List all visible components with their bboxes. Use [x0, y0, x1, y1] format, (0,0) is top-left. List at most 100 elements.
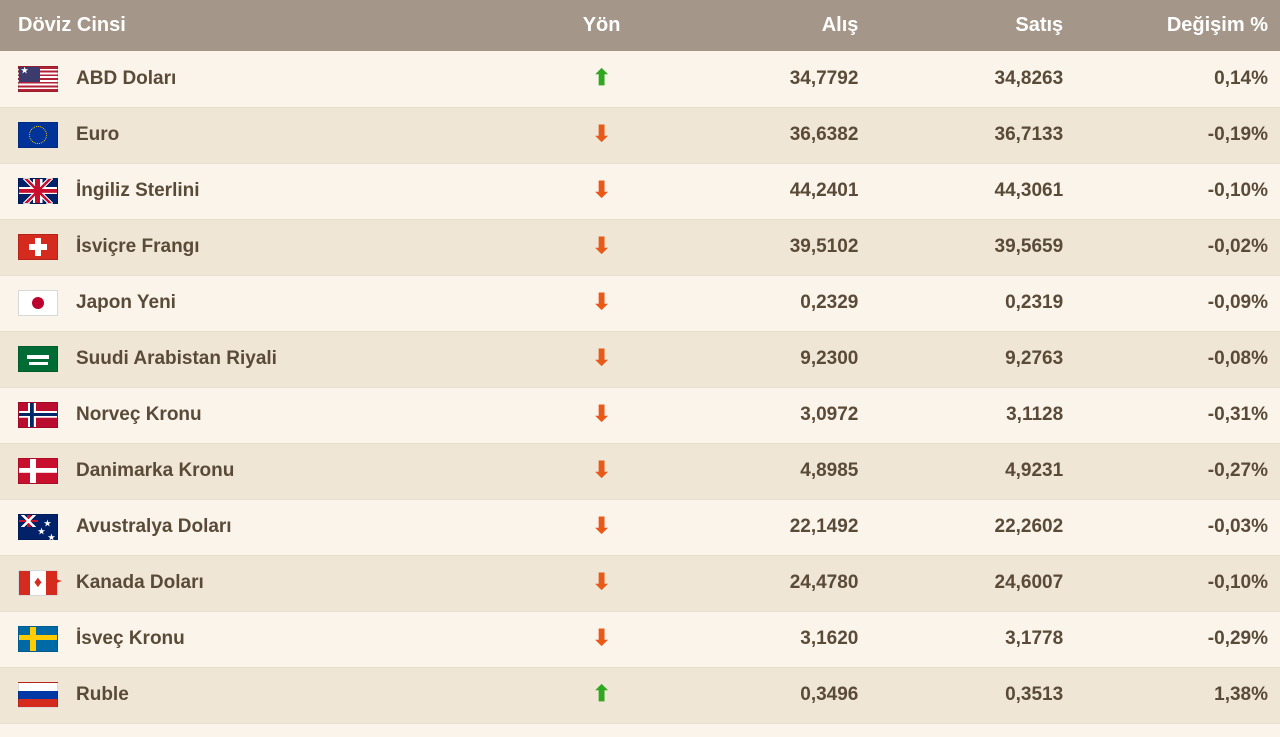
col-header-name[interactable]: Döviz Cinsi [0, 0, 538, 51]
currency-name-label: Avustralya Doları [76, 516, 232, 538]
buy-cell: 34,7792 [666, 51, 871, 107]
direction-cell: ⬇ [538, 107, 666, 163]
buy-cell: 9,2300 [666, 331, 871, 387]
change-cell: -0,29% [1075, 611, 1280, 667]
change-cell: 0,14% [1075, 51, 1280, 107]
direction-cell: ⬇ [538, 387, 666, 443]
table-row[interactable]: Ruble ⬆0,34960,35131,38% [0, 667, 1280, 723]
table-header-row: Döviz Cinsi Yön Alış Satış Değişim % [0, 0, 1280, 51]
table-row[interactable]: İsveç Kronu ⬇ 3,16203,1778-0,29% [0, 611, 1280, 667]
change-cell: -0,10% [1075, 555, 1280, 611]
change-cell: -0,03% [1075, 499, 1280, 555]
currency-name-cell[interactable]: İsveç Kronu [0, 611, 538, 667]
currency-name-label: Norveç Kronu [76, 404, 202, 426]
currency-name-cell[interactable]: Ruble [0, 667, 538, 723]
arrow-up-icon: ⬆ [592, 67, 610, 89]
change-cell: -0,08% [1075, 331, 1280, 387]
sell-cell: 0,3513 [870, 667, 1075, 723]
currency-name-label: Japon Yeni [76, 292, 176, 314]
buy-cell: 44,2401 [666, 163, 871, 219]
change-cell: -0,19% [1075, 107, 1280, 163]
table-row[interactable]: Japon Yeni⬇0,23290,2319-0,09% [0, 275, 1280, 331]
buy-cell: 36,6382 [666, 107, 871, 163]
currency-name-cell[interactable]: Norveç Kronu [0, 387, 538, 443]
direction-cell: ⬇ [538, 611, 666, 667]
col-header-buy[interactable]: Alış [666, 0, 871, 51]
table-row[interactable]: Suudi Arabistan Riyali ⬇ 9,23009,2763-0,08… [0, 331, 1280, 387]
sell-cell: 0,2319 [870, 275, 1075, 331]
buy-cell: 0,2329 [666, 275, 871, 331]
us-flag-icon [18, 66, 58, 92]
maple-leaf-icon: ♦ [34, 574, 42, 592]
sell-cell: 3,1128 [870, 387, 1075, 443]
ch-flag-icon [18, 234, 58, 260]
col-header-change[interactable]: Değişim % [1075, 0, 1280, 51]
direction-cell: ⬆ [538, 667, 666, 723]
table-row[interactable]: Norveç Kronu⬇3,09723,1128-0,31% [0, 387, 1280, 443]
table-row[interactable]: ABD Doları ⬆ 34,779234,82630,14% [0, 51, 1280, 107]
direction-cell: ⬇ [538, 275, 666, 331]
change-cell: -0,27% [1075, 443, 1280, 499]
currency-name-cell[interactable]: ♦ Kanada Doları [0, 555, 538, 611]
sell-cell: 36,7133 [870, 107, 1075, 163]
currency-table: Döviz Cinsi Yön Alış Satış Değişim % ABD… [0, 0, 1280, 724]
col-header-dir[interactable]: Yön [538, 0, 666, 51]
gb-flag-icon [18, 178, 58, 204]
currency-name-label: Suudi Arabistan Riyali [76, 348, 277, 370]
currency-name-cell[interactable]: Avustralya Doları [0, 499, 538, 555]
sell-cell: 44,3061 [870, 163, 1075, 219]
sell-cell: 3,1778 [870, 611, 1075, 667]
change-cell: 1,38% [1075, 667, 1280, 723]
buy-cell: 39,5102 [666, 219, 871, 275]
buy-cell: 24,4780 [666, 555, 871, 611]
arrow-down-icon: ⬇ [592, 627, 610, 649]
sell-cell: 24,6007 [870, 555, 1075, 611]
arrow-down-icon: ⬇ [592, 291, 610, 313]
sell-cell: 4,9231 [870, 443, 1075, 499]
sell-cell: 34,8263 [870, 51, 1075, 107]
arrow-down-icon: ⬇ [592, 571, 610, 593]
currency-name-cell[interactable]: Japon Yeni [0, 275, 538, 331]
dk-flag-icon [18, 458, 58, 484]
currency-name-label: Kanada Doları [76, 572, 204, 594]
table-body: ABD Doları⬆34,779234,82630,14%Euro⬇36,63… [0, 51, 1280, 723]
currency-name-cell[interactable]: İsviçre Frangı [0, 219, 538, 275]
table-row[interactable]: Avustralya Doları⬇22,149222,2602-0,03% [0, 499, 1280, 555]
direction-cell: ⬇ [538, 219, 666, 275]
buy-cell: 3,1620 [666, 611, 871, 667]
table-row[interactable]: İsviçre Frangı⬇39,510239,5659-0,02% [0, 219, 1280, 275]
col-header-sell[interactable]: Satış [870, 0, 1075, 51]
sa-flag-icon [18, 346, 58, 372]
eu-flag-icon [18, 122, 58, 148]
change-cell: -0,10% [1075, 163, 1280, 219]
direction-cell: ⬇ [538, 443, 666, 499]
sell-cell: 9,2763 [870, 331, 1075, 387]
au-flag-icon [18, 514, 58, 540]
table-row[interactable]: Euro⬇36,638236,7133-0,19% [0, 107, 1280, 163]
sell-cell: 39,5659 [870, 219, 1075, 275]
direction-cell: ⬆ [538, 51, 666, 107]
change-cell: -0,31% [1075, 387, 1280, 443]
currency-name-label: İngiliz Sterlini [76, 180, 200, 202]
jp-flag-icon [18, 290, 58, 316]
currency-name-cell[interactable]: Danimarka Kronu [0, 443, 538, 499]
direction-cell: ⬇ [538, 499, 666, 555]
sell-cell: 22,2602 [870, 499, 1075, 555]
currency-name-cell[interactable]: ABD Doları [0, 51, 538, 107]
currency-name-cell[interactable]: İngiliz Sterlini [0, 163, 538, 219]
currency-name-cell[interactable]: Euro [0, 107, 538, 163]
table-row[interactable]: ♦ Kanada Doları ⬇ 24,478024,6007-0,10% [0, 555, 1280, 611]
currency-name-cell[interactable]: Suudi Arabistan Riyali [0, 331, 538, 387]
currency-name-label: İsviçre Frangı [76, 236, 200, 258]
no-flag-icon [18, 402, 58, 428]
arrow-down-icon: ⬇ [592, 347, 610, 369]
table-row[interactable]: İngiliz Sterlini ⬇ 44,240144,3061-0,10% [0, 163, 1280, 219]
se-flag-icon [18, 626, 58, 652]
arrow-down-icon: ⬇ [592, 179, 610, 201]
buy-cell: 0,3496 [666, 667, 871, 723]
currency-name-label: Ruble [76, 684, 129, 706]
table-row[interactable]: Danimarka Kronu⬇4,89854,9231-0,27% [0, 443, 1280, 499]
currency-name-label: İsveç Kronu [76, 628, 185, 650]
arrow-down-icon: ⬇ [592, 459, 610, 481]
direction-cell: ⬇ [538, 555, 666, 611]
